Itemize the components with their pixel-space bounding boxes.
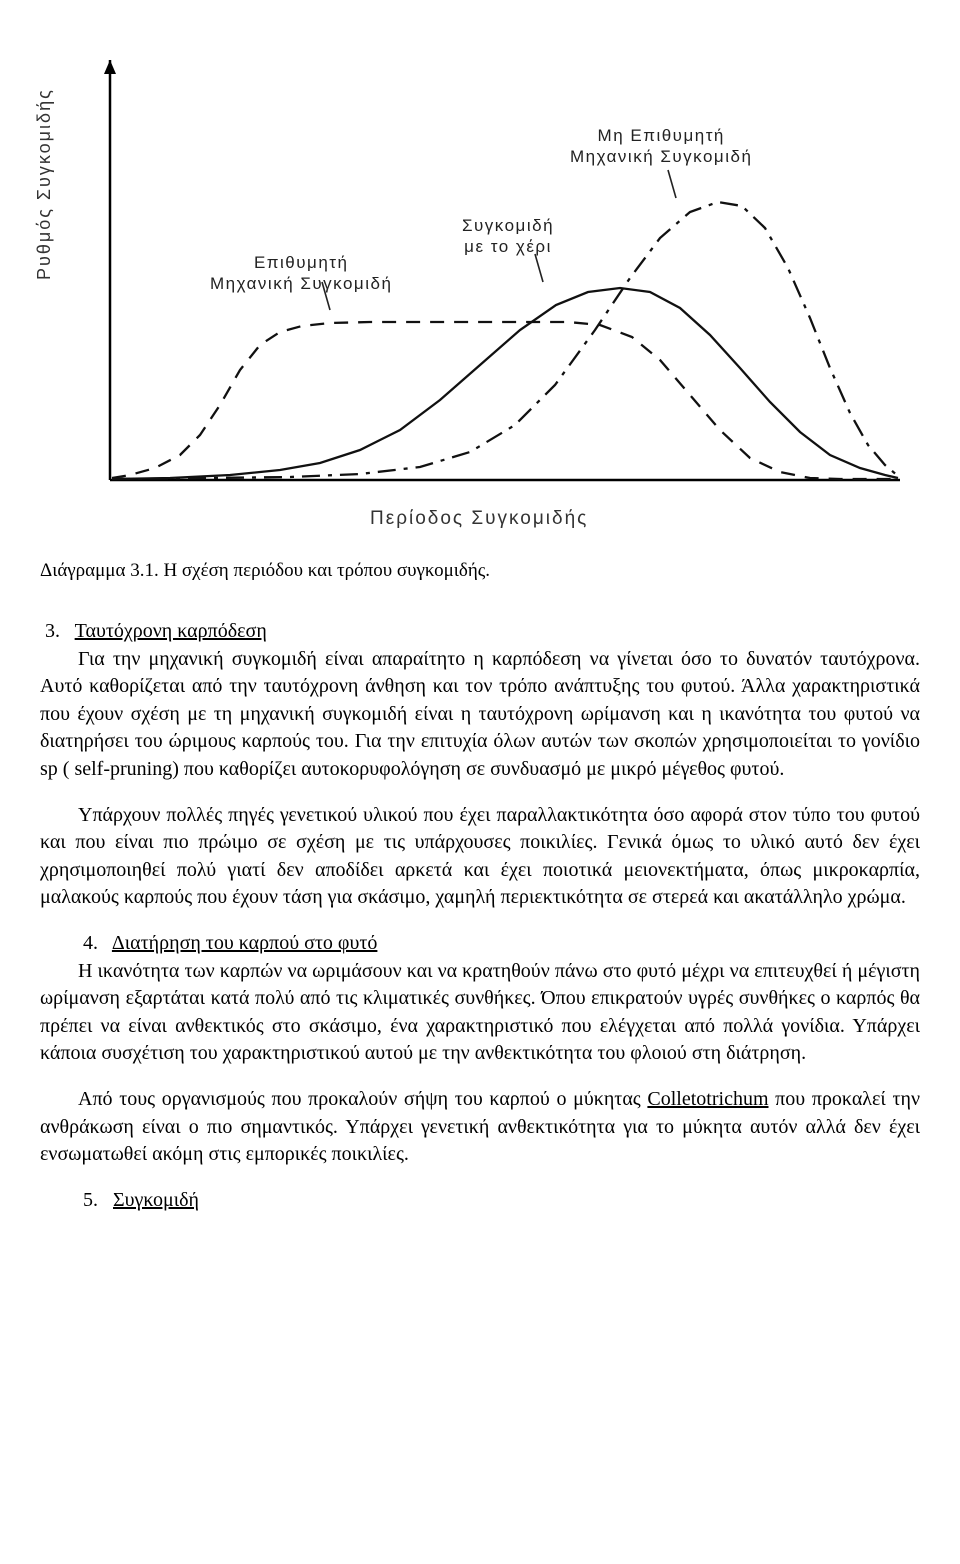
chart-caption: Διάγραμμα 3.1. Η σχέση περιόδου και τρόπ… — [40, 560, 920, 582]
curve-label-desired-mechanical: Επιθυμητή Μηχανική Συγκομιδή — [210, 252, 392, 295]
section-3-number: 3. — [45, 620, 60, 642]
section-3-title: Ταυτόχρονη καρπόδεση — [75, 620, 267, 642]
chart-x-axis-label: Περίοδος Συγκομιδής — [370, 508, 588, 530]
harvest-rate-chart: Ρυθμός Συγκομιδής Περίοδος Συγκομιδής Επ… — [40, 20, 920, 540]
section-4-para-2a: Από τους οργανισμούς που προκαλούν σήψη … — [78, 1088, 647, 1110]
section-5-number: 5. — [83, 1189, 98, 1211]
section-4-para-2: Από τους οργανισμούς που προκαλούν σήψη … — [40, 1086, 920, 1169]
section-4-para-1: Η ικανότητα των καρπών να ωριμάσουν και … — [40, 960, 920, 1065]
section-3: 3. Ταυτόχρονη καρπόδεση Για την μηχανική… — [40, 618, 920, 784]
chart-y-axis-label: Ρυθμός Συγκομιδής — [34, 88, 55, 280]
section-4-title: Διατήρηση του καρπού στο φυτό — [112, 932, 378, 954]
section-3-para-2: Υπάρχουν πολλές πηγές γενετικού υλικού π… — [40, 802, 920, 912]
section-5-title: Συγκομιδή — [113, 1189, 199, 1211]
section-3-para-1: Για την μηχανική συγκομιδή είναι απαραίτ… — [40, 648, 920, 780]
colletotrichum-link: Colletotrichum — [647, 1088, 768, 1110]
curve-label-undesired-mechanical: Μη Επιθυμητή Μηχανική Συγκομιδή — [570, 125, 752, 168]
section-5: 5. Συγκομιδή — [40, 1187, 920, 1215]
curve-label-hand-harvest: Συγκομιδή με το χέρι — [462, 215, 554, 258]
chart-svg — [40, 20, 920, 540]
section-4-number: 4. — [83, 932, 98, 954]
section-4: 4. Διατήρηση του καρπού στο φυτό Η ικανό… — [40, 930, 920, 1068]
